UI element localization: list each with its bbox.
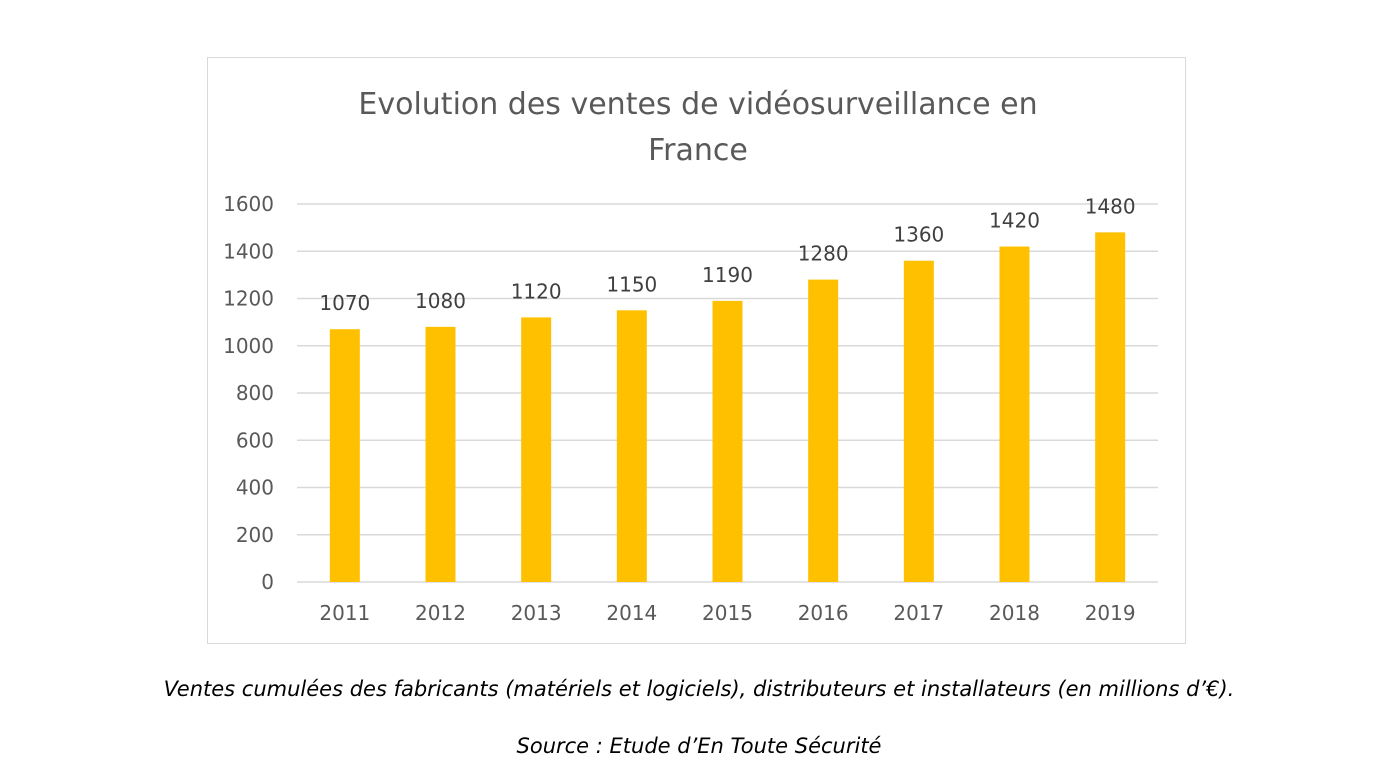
y-tick-label: 400	[236, 476, 274, 500]
x-tick-label-2012: 2012	[415, 601, 466, 625]
data-label-2019: 1480	[1085, 194, 1136, 218]
x-tick-label-2016: 2016	[798, 601, 849, 625]
data-label-2014: 1150	[606, 272, 657, 296]
data-label-2018: 1420	[989, 209, 1040, 233]
y-tick-label: 600	[236, 428, 274, 452]
x-tick-label-2018: 2018	[989, 601, 1040, 625]
chart-title-line-2: France	[648, 133, 748, 168]
data-label-2016: 1280	[798, 242, 849, 266]
x-tick-label-2013: 2013	[511, 601, 562, 625]
bar-2014	[616, 310, 647, 582]
y-tick-label: 1400	[223, 239, 274, 263]
y-tick-label: 800	[236, 381, 274, 405]
data-label-2017: 1360	[893, 223, 944, 247]
y-tick-label: 200	[236, 523, 274, 547]
bar-2012	[425, 326, 456, 582]
y-tick-label: 1200	[223, 287, 274, 311]
y-tick-label: 1600	[223, 192, 274, 216]
labels: 0 200 400 600 800 1000 1200 1400 1600 1070 2011 108…	[223, 192, 1136, 625]
y-tick-label: 0	[261, 570, 274, 594]
data-label-2012: 1080	[415, 289, 466, 313]
bars	[329, 232, 1126, 582]
caption-source: Source : Etude d’En Toute Sécurité	[516, 734, 882, 758]
x-tick-label-2014: 2014	[606, 601, 657, 625]
bar-2015	[712, 300, 743, 582]
bar-chart: Evolution des ventes de vidéosurveillanc…	[223, 87, 1158, 625]
chart-frame: Evolution des ventes de vidéosurveillanc…	[207, 57, 1186, 644]
x-tick-label-2019: 2019	[1085, 601, 1136, 625]
y-tick-label: 1000	[223, 334, 274, 358]
x-tick-label-2015: 2015	[702, 601, 753, 625]
x-tick-label-2011: 2011	[319, 601, 370, 625]
data-label-2011: 1070	[319, 291, 370, 315]
x-tick-label-2017: 2017	[893, 601, 944, 625]
data-label-2013: 1120	[511, 279, 562, 303]
bar-2018	[999, 246, 1030, 582]
chart-title-line-1: Evolution des ventes de vidéosurveillanc…	[358, 87, 1037, 122]
data-label-2015: 1190	[702, 263, 753, 287]
bar-2016	[808, 279, 839, 582]
bar-2013	[521, 317, 552, 582]
bar-2017	[903, 260, 934, 582]
caption-note: Ventes cumulées des fabricants (matériel…	[163, 677, 1235, 701]
bar-2011	[329, 329, 360, 582]
bar-2019	[1095, 232, 1126, 582]
